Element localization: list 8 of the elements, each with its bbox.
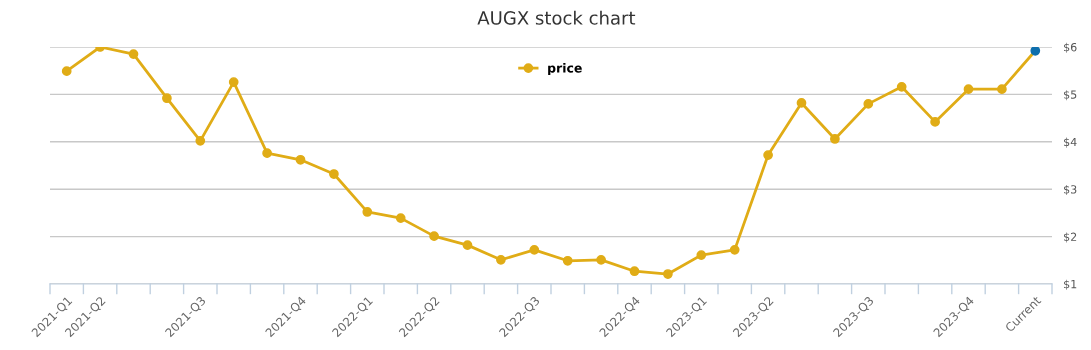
y-tick-label: $3 <box>1064 184 1077 196</box>
y-tick-label: $6 <box>1064 42 1077 53</box>
y-tick-label: $4 <box>1064 137 1077 148</box>
legend-label: price <box>548 62 582 76</box>
y-tick-label: $2 <box>1064 232 1077 243</box>
chart-title: AUGX stock chart <box>477 10 636 25</box>
y-tick-label: $5 <box>1064 90 1077 101</box>
y-tick-label: $1 <box>1064 279 1077 290</box>
